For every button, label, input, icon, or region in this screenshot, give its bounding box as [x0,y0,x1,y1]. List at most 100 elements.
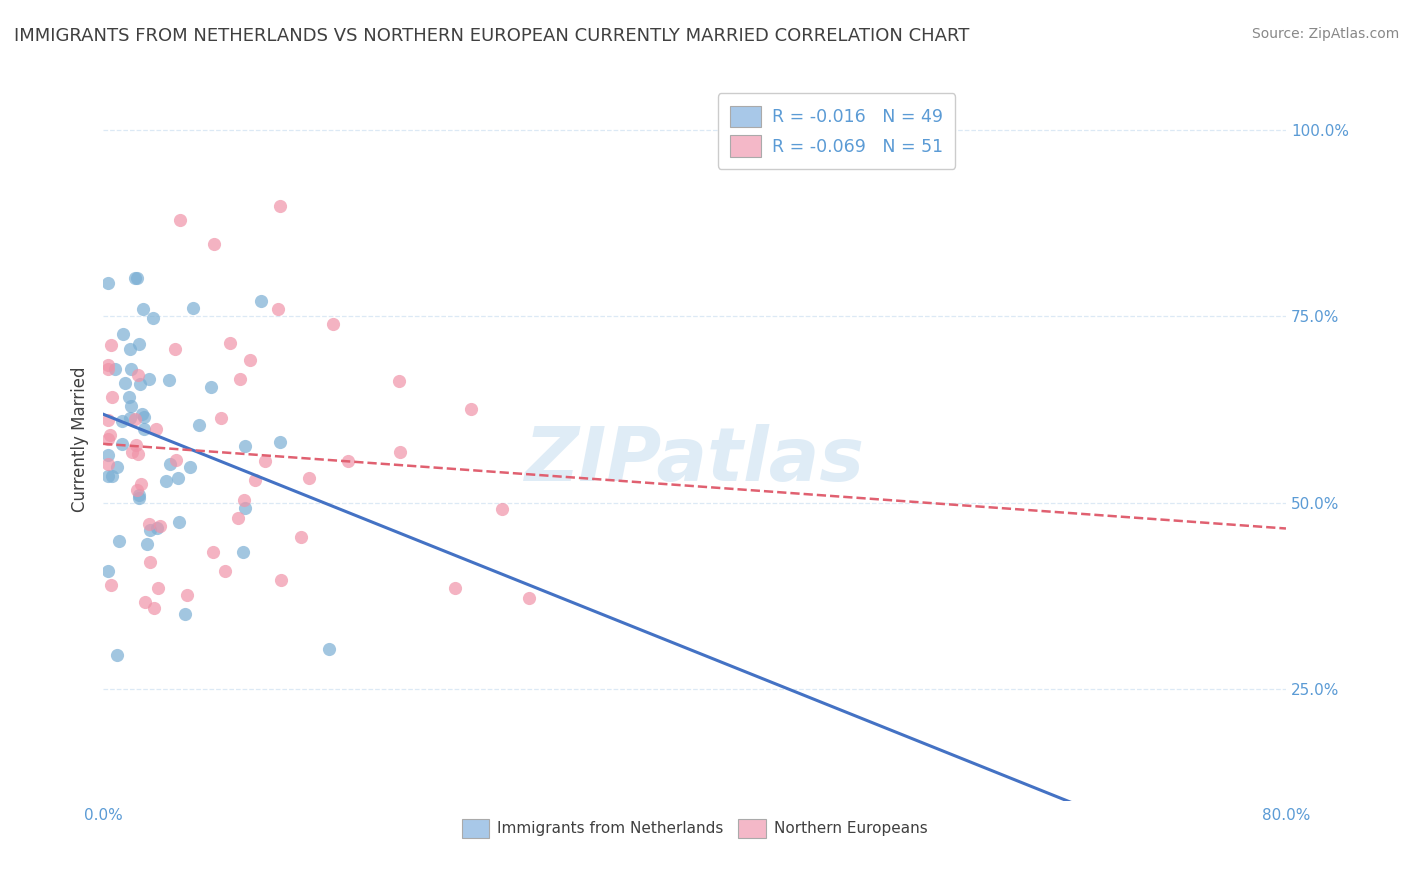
Point [100,578,122,592]
Point [159,457,181,471]
Point [142,310,165,325]
Point [132,302,155,317]
Point [209,410,232,425]
Point [129,376,152,391]
Point [250,294,273,309]
Point [97,564,120,578]
Point [167,471,190,485]
Point [132,422,155,436]
Point [145,422,167,436]
Point [155,474,177,488]
Text: Source: ZipAtlas.com: Source: ZipAtlas.com [1251,27,1399,41]
Point [100,469,122,483]
Point [134,410,156,425]
Point [121,361,143,376]
Point [125,483,148,498]
Point [233,439,256,453]
Point [101,390,124,404]
Point [128,491,150,505]
Point [269,435,291,450]
Point [491,502,513,516]
Point [138,517,160,532]
Text: IMMIGRANTS FROM NETHERLANDS VS NORTHERN EUROPEAN CURRENTLY MARRIED CORRELATION C: IMMIGRANTS FROM NETHERLANDS VS NORTHERN … [14,27,969,45]
Point [105,648,128,663]
Point [97,276,120,290]
Point [298,471,321,485]
Point [136,536,159,550]
Point [127,271,149,285]
Point [176,588,198,602]
Text: ZIPatlas: ZIPatlas [524,425,865,498]
Point [444,581,467,595]
Point [269,199,291,213]
Point [97,448,120,462]
Point [127,447,149,461]
Point [138,555,160,569]
Point [125,438,148,452]
Point [167,515,190,529]
Point [169,212,191,227]
Point [97,358,120,372]
Point [97,457,120,471]
Point [200,380,222,394]
Point [157,373,180,387]
Point [120,342,142,356]
Point [118,390,141,404]
Point [254,454,277,468]
Point [131,477,153,491]
Point [105,459,128,474]
Point [163,342,186,356]
Point [165,453,187,467]
Point [97,468,120,483]
Point [120,411,142,425]
Point [179,460,201,475]
Point [107,533,129,548]
Point [460,402,482,417]
Point [388,444,411,458]
Legend: Immigrants from Netherlands, Northern Europeans: Immigrants from Netherlands, Northern Eu… [456,813,934,844]
Y-axis label: Currently Married: Currently Married [72,367,89,512]
Point [138,372,160,386]
Point [110,414,132,428]
Point [127,368,149,383]
Point [188,417,211,432]
Point [112,326,135,341]
Point [201,545,224,559]
Point [111,437,134,451]
Point [97,433,120,447]
Point [128,488,150,502]
Point [270,573,292,587]
Point [148,519,170,533]
Point [202,236,225,251]
Point [181,301,204,315]
Point [226,511,249,525]
Point [128,336,150,351]
Point [98,428,121,442]
Point [142,601,165,615]
Point [114,376,136,390]
Point [243,473,266,487]
Point [229,372,252,386]
Point [104,362,127,376]
Point [218,336,240,351]
Point [239,352,262,367]
Point [134,595,156,609]
Point [174,607,197,621]
Point [146,521,169,535]
Point [148,582,170,596]
Point [97,362,120,376]
Point [232,492,254,507]
Point [124,412,146,426]
Point [100,338,122,352]
Point [290,529,312,543]
Point [131,407,153,421]
Point [517,591,540,605]
Point [139,523,162,537]
Point [124,270,146,285]
Point [233,501,256,516]
Point [267,302,290,317]
Point [318,641,340,656]
Point [322,317,344,331]
Point [121,445,143,459]
Point [336,454,359,468]
